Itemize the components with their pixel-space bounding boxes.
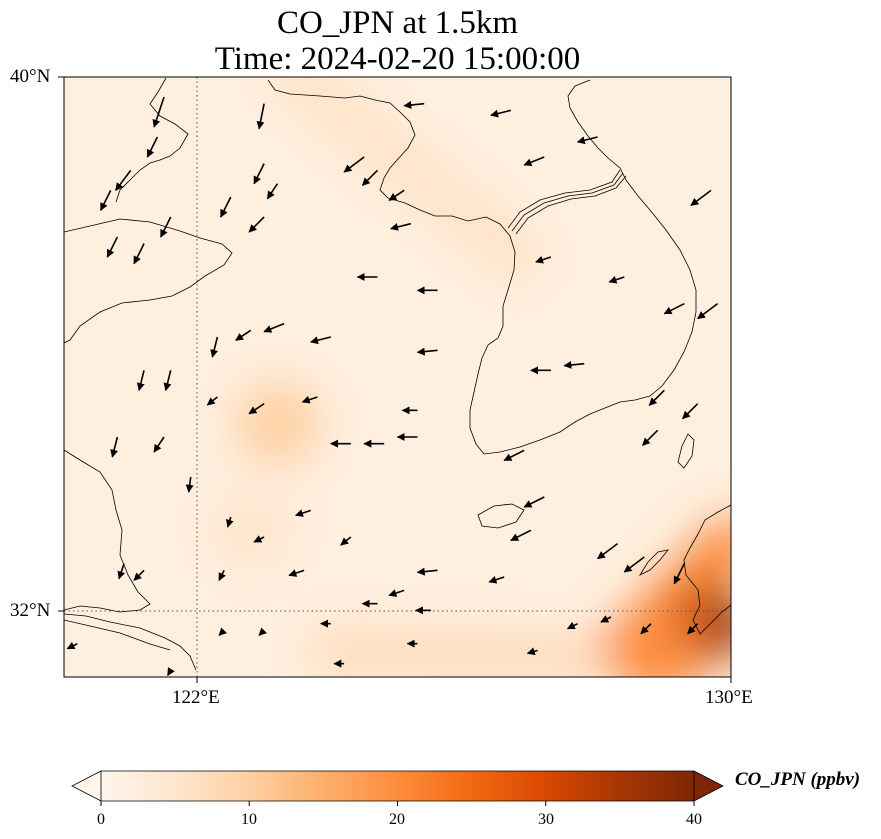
wind-vector-17 — [523, 156, 545, 167]
wind-vector-54 — [523, 496, 545, 508]
wind-vector-23 — [535, 255, 552, 264]
wind-vector-48 — [503, 449, 525, 462]
wind-vector-73 — [218, 627, 227, 636]
graticule — [64, 77, 731, 677]
wind-vector-42 — [642, 429, 659, 446]
wind-vector-18 — [388, 189, 405, 201]
axis-ticks — [58, 76, 732, 683]
concentration-feature-2 — [208, 488, 293, 573]
colorbar-label-20: 20 — [389, 811, 405, 828]
wind-vector-50 — [225, 516, 234, 528]
wind-vector-55 — [510, 529, 532, 542]
wind-vector-0 — [152, 96, 165, 128]
wind-vector-79 — [526, 647, 538, 656]
wind-vector-52 — [295, 509, 312, 517]
wind-vector-40 — [648, 389, 665, 406]
concentration-feature-3 — [306, 626, 622, 677]
wind-vector-12 — [106, 236, 119, 258]
wind-vector-29 — [263, 322, 285, 333]
wind-vector-75 — [66, 641, 78, 650]
wind-vector-69 — [566, 621, 578, 630]
wind-vector-8 — [343, 156, 365, 173]
lat-label-40n: 40°N — [10, 66, 51, 87]
concentration-feature-0 — [273, 77, 542, 281]
wind-vector-35 — [248, 403, 265, 415]
wind-vector-41 — [682, 403, 699, 420]
wind-vector-62 — [288, 569, 305, 577]
wind-vector-30 — [310, 336, 331, 345]
wind-vector-13 — [133, 243, 145, 265]
map-plot-area — [64, 77, 731, 677]
colorbar-extend-max — [693, 770, 724, 802]
wind-vector-6 — [220, 196, 232, 218]
wind-vector-24 — [608, 275, 625, 284]
wind-vector-76 — [167, 667, 175, 677]
wind-vector-72 — [687, 623, 699, 635]
wind-vector-71 — [640, 623, 652, 635]
concentration-feature-1 — [235, 381, 320, 466]
wind-vector-33 — [163, 370, 172, 392]
wind-vectors — [66, 96, 719, 677]
lon-label-130e: 130°E — [705, 687, 753, 708]
colorbar-ticks — [100, 801, 695, 806]
colorbar-body — [101, 771, 694, 801]
lat-label-32n: 32°N — [10, 600, 51, 621]
wind-vector-61 — [218, 569, 226, 582]
colorbar-label-10: 10 — [241, 811, 257, 828]
map-frame — [63, 76, 732, 678]
wind-vector-14 — [403, 100, 425, 109]
wind-vector-65 — [388, 589, 405, 597]
colorbar-label-40: 40 — [686, 811, 702, 828]
wind-vector-9 — [361, 169, 379, 186]
wind-vector-26 — [697, 303, 719, 320]
wind-vector-27 — [210, 336, 219, 358]
wind-vector-36 — [301, 395, 318, 404]
wind-vector-2 — [256, 103, 265, 130]
lon-label-122e: 122°E — [172, 687, 220, 708]
wind-vector-63 — [416, 567, 438, 576]
wind-vector-53 — [340, 536, 352, 546]
wind-vector-20 — [690, 189, 712, 206]
map-title: CO_JPN at 1.5km — [276, 5, 519, 41]
wind-vector-49 — [185, 476, 194, 493]
wind-vector-57 — [623, 556, 645, 573]
wind-vector-5 — [253, 163, 265, 185]
wind-vector-58 — [673, 563, 686, 585]
wind-vector-34 — [206, 396, 218, 406]
wind-vector-32 — [136, 370, 145, 392]
colorbar-label-0: 0 — [97, 811, 105, 828]
colorbar-extend-min — [71, 770, 102, 802]
wind-vector-10 — [248, 216, 265, 233]
colorbar — [71, 770, 724, 806]
wind-vector-44 — [153, 436, 165, 453]
wind-vector-7 — [266, 183, 279, 200]
wind-vector-25 — [663, 302, 685, 315]
map-subtitle-time: Time: 2024-02-20 15:00:00 — [214, 41, 581, 77]
concentration-field — [208, 77, 731, 677]
wind-vector-1 — [146, 136, 159, 158]
wind-vector-4 — [99, 189, 112, 212]
wind-vector-15 — [490, 109, 512, 118]
wind-vector-11 — [160, 216, 172, 238]
wind-vector-56 — [596, 543, 619, 560]
wind-vector-59 — [117, 563, 126, 580]
wind-vector-51 — [253, 535, 265, 543]
wind-vector-70 — [600, 615, 612, 623]
wind-vector-43 — [110, 436, 119, 458]
wind-vector-64 — [488, 575, 505, 584]
coastlines — [64, 77, 731, 671]
wind-vector-31 — [416, 347, 438, 356]
wind-vector-19 — [390, 222, 412, 231]
colorbar-title: CO_JPN (ppbv) — [735, 769, 861, 790]
concentration-feature-7 — [615, 615, 700, 677]
wind-vector-39 — [563, 360, 585, 369]
wind-vector-16 — [576, 136, 598, 145]
wind-vector-60 — [133, 569, 145, 581]
colorbar-label-30: 30 — [538, 811, 554, 828]
wind-vector-28 — [235, 329, 252, 341]
wind-vector-74 — [258, 627, 268, 636]
wind-vector-3 — [115, 169, 132, 191]
